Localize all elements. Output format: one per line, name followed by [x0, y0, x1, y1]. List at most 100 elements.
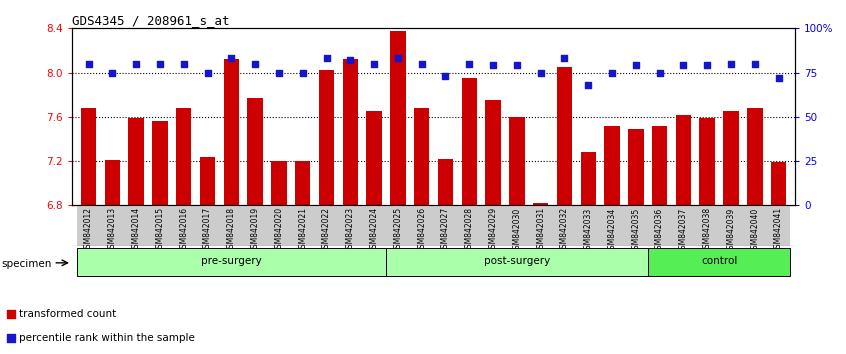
Bar: [509, 117, 525, 205]
Bar: [172, 205, 195, 246]
Text: post-surgery: post-surgery: [484, 256, 550, 266]
Point: [629, 63, 643, 68]
Point: [486, 63, 500, 68]
Bar: [223, 59, 239, 205]
Bar: [195, 205, 219, 246]
Text: GSM842040: GSM842040: [750, 207, 760, 253]
Text: percentile rank within the sample: percentile rank within the sample: [19, 333, 195, 343]
Bar: [319, 70, 334, 205]
Bar: [343, 59, 358, 205]
Bar: [580, 152, 596, 205]
Bar: [267, 205, 291, 246]
Text: GSM842030: GSM842030: [513, 207, 521, 253]
Text: GSM842041: GSM842041: [774, 207, 783, 253]
Text: GSM842037: GSM842037: [678, 207, 688, 253]
Point: [581, 82, 595, 88]
Bar: [148, 205, 172, 246]
Bar: [272, 161, 287, 205]
Bar: [200, 156, 215, 205]
Point: [558, 56, 571, 61]
Text: GSM842025: GSM842025: [393, 207, 403, 253]
Bar: [462, 78, 477, 205]
Bar: [81, 108, 96, 205]
Bar: [243, 205, 267, 246]
Point: [249, 61, 262, 67]
Point: [177, 61, 190, 67]
Bar: [648, 248, 790, 276]
Text: GSM842032: GSM842032: [560, 207, 569, 253]
Text: GSM842036: GSM842036: [655, 207, 664, 253]
Point: [439, 73, 453, 79]
Bar: [552, 205, 576, 246]
Text: GSM842029: GSM842029: [488, 207, 497, 253]
Bar: [437, 159, 453, 205]
Bar: [386, 205, 409, 246]
Point: [320, 56, 333, 61]
Bar: [529, 205, 552, 246]
Bar: [338, 205, 362, 246]
Point: [463, 61, 476, 67]
Text: GSM842026: GSM842026: [417, 207, 426, 253]
Point: [153, 61, 167, 67]
Bar: [433, 205, 458, 246]
Text: specimen: specimen: [2, 259, 52, 269]
Bar: [414, 108, 430, 205]
Text: GSM842031: GSM842031: [536, 207, 545, 253]
Point: [343, 57, 357, 63]
Text: GSM842021: GSM842021: [298, 207, 307, 253]
Bar: [77, 248, 386, 276]
Bar: [390, 30, 405, 205]
Bar: [723, 111, 739, 205]
Text: transformed count: transformed count: [19, 309, 116, 320]
Point: [700, 63, 714, 68]
Bar: [719, 205, 743, 246]
Bar: [533, 203, 548, 205]
Bar: [676, 115, 691, 205]
Text: GSM842016: GSM842016: [179, 207, 189, 253]
Point: [415, 61, 428, 67]
Point: [106, 70, 119, 75]
Text: GSM842023: GSM842023: [346, 207, 354, 253]
Text: GSM842038: GSM842038: [703, 207, 711, 253]
Bar: [766, 205, 790, 246]
Bar: [648, 205, 672, 246]
Point: [510, 63, 524, 68]
Text: GSM842024: GSM842024: [370, 207, 379, 253]
Bar: [77, 205, 101, 246]
Point: [724, 61, 738, 67]
Bar: [505, 205, 529, 246]
Bar: [628, 129, 644, 205]
Text: GSM842015: GSM842015: [156, 207, 164, 253]
Text: GSM842027: GSM842027: [441, 207, 450, 253]
Bar: [219, 205, 243, 246]
Bar: [129, 118, 144, 205]
Bar: [124, 205, 148, 246]
Point: [748, 61, 761, 67]
Point: [653, 70, 667, 75]
Text: control: control: [701, 256, 737, 266]
Bar: [624, 205, 648, 246]
Bar: [315, 205, 338, 246]
Point: [224, 56, 238, 61]
Text: GSM842017: GSM842017: [203, 207, 212, 253]
Text: GSM842014: GSM842014: [132, 207, 140, 253]
Bar: [105, 160, 120, 205]
Bar: [366, 111, 382, 205]
Bar: [743, 205, 766, 246]
Bar: [481, 205, 505, 246]
Text: GSM842020: GSM842020: [274, 207, 283, 253]
Text: GSM842039: GSM842039: [727, 207, 735, 253]
Text: GSM842012: GSM842012: [84, 207, 93, 253]
Bar: [652, 126, 667, 205]
Text: GSM842035: GSM842035: [631, 207, 640, 253]
Point: [129, 61, 143, 67]
Text: GSM842022: GSM842022: [322, 207, 331, 253]
Bar: [672, 205, 695, 246]
Point: [296, 70, 310, 75]
Bar: [695, 205, 719, 246]
Bar: [409, 205, 433, 246]
Bar: [458, 205, 481, 246]
Bar: [557, 67, 572, 205]
Point: [201, 70, 214, 75]
Bar: [362, 205, 386, 246]
